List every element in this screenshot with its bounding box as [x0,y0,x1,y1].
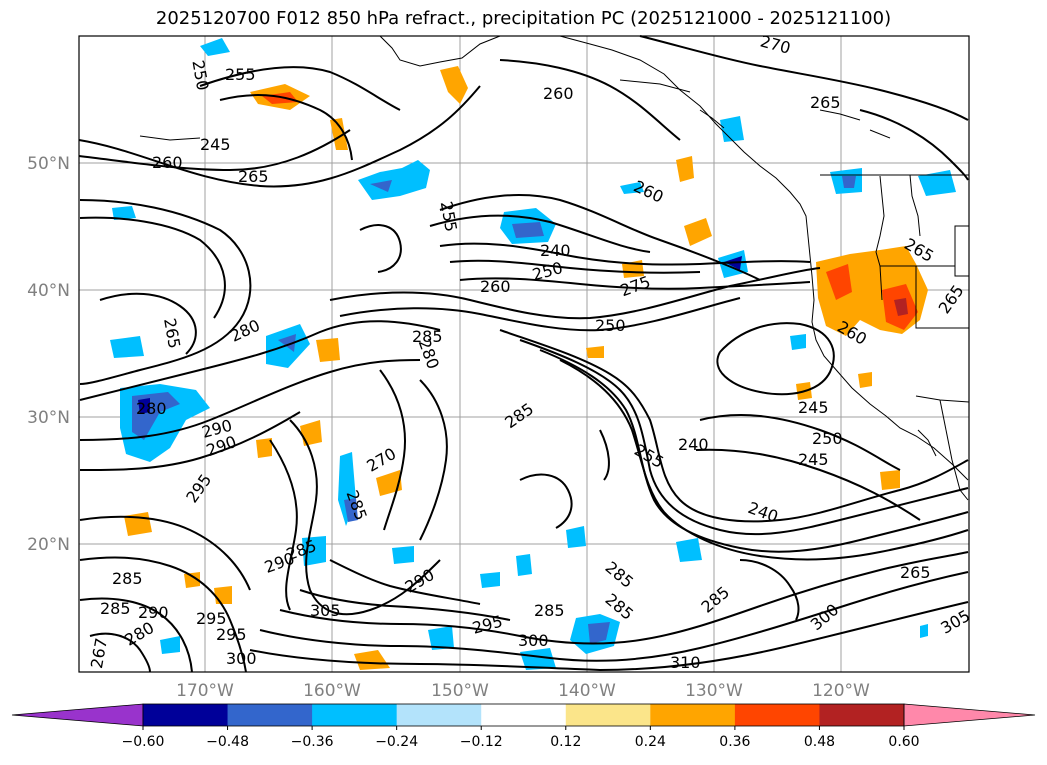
contour-label: 300 [226,649,257,668]
colorbar-swatch [819,704,905,726]
colorbar-swatch [565,704,651,726]
longitude-labels: 170°W 160°W 150°W 140°W 130°W 120°W [176,681,870,701]
colorbar-frame [142,703,905,727]
colorbar-tick-label: −0.36 [291,734,334,750]
lon-label: 150°W [431,681,489,701]
contour-label: 295 [216,625,247,644]
colorbar-tick-label: −0.48 [206,734,249,750]
contour-label: 280 [136,399,167,418]
map-background [79,36,969,672]
contour-label: 260 [480,277,511,296]
colorbar-swatch [650,704,736,726]
lon-label: 170°W [176,681,234,701]
map-title: 2025120700 F012 850 hPa refract., precip… [155,8,892,29]
lon-label: 160°W [303,681,361,701]
colorbar-tick-label: 0.12 [550,734,581,750]
map-frame [78,35,970,673]
colorbar-tick-label: −0.24 [375,734,418,750]
colorbar-extend-low [11,703,144,727]
colorbar-swatch [481,704,567,726]
contour-label: 260 [152,153,183,172]
contour-label: 250 [595,316,626,335]
colorbar-tick-label: −0.12 [460,734,503,750]
lon-label: 140°W [558,681,616,701]
contour-label: 245 [798,450,829,469]
contour-label: 240 [540,241,571,260]
colorbar-swatch [396,704,482,726]
colorbar: −0.60 −0.48 −0.36 −0.24 −0.12 0.12 0.24 0.36 0.4… [11,703,1036,750]
colorbar-tick-label: −0.60 [122,734,165,750]
contour-label: 285 [112,569,143,588]
refractivity-contours [78,35,969,673]
lat-label: 50°N [27,154,70,174]
contour-label: 240 [678,435,709,454]
contour-label: 310 [670,653,701,672]
contour-label: 260 [543,84,574,103]
contour-label: 255 [225,65,256,84]
colorbar-tick-label: 0.60 [888,734,919,750]
lat-label: 30°N [27,408,70,428]
contour-label: 245 [200,135,231,154]
colorbar-extend-high [903,703,1036,727]
contour-label: 265 [810,93,841,112]
colorbar-swatch [227,704,313,726]
contour-label: 245 [798,398,829,417]
colorbar-swatch [143,704,229,726]
lat-label: 40°N [27,281,70,301]
colorbar-tick-label: 0.48 [804,734,835,750]
colorbar-swatch [734,704,820,726]
contour-label: 295 [196,609,227,628]
colorbar-swatch [312,704,398,726]
coastlines [139,35,969,501]
contour-label: 285 [100,599,131,618]
political-borders [820,174,970,431]
contour-label: 265 [238,167,269,186]
colorbar-tick-label: 0.24 [635,734,666,750]
graticule [79,36,969,672]
lat-label: 20°N [27,535,70,555]
contour-label: 265 [900,563,931,582]
colorbar-tick-label: 0.36 [719,734,750,750]
contour-label: 285 [534,601,565,620]
contour-label: 300 [518,631,549,650]
contour-label: 250 [812,429,843,448]
lon-label: 130°W [685,681,743,701]
lon-label: 120°W [812,681,870,701]
precipitation-shading [110,38,956,670]
contour-label: 305 [310,601,341,620]
latitude-labels: 50°N 40°N 30°N 20°N [27,154,70,555]
contour-label: 285 [412,327,443,346]
contour-label: 290 [138,603,169,622]
